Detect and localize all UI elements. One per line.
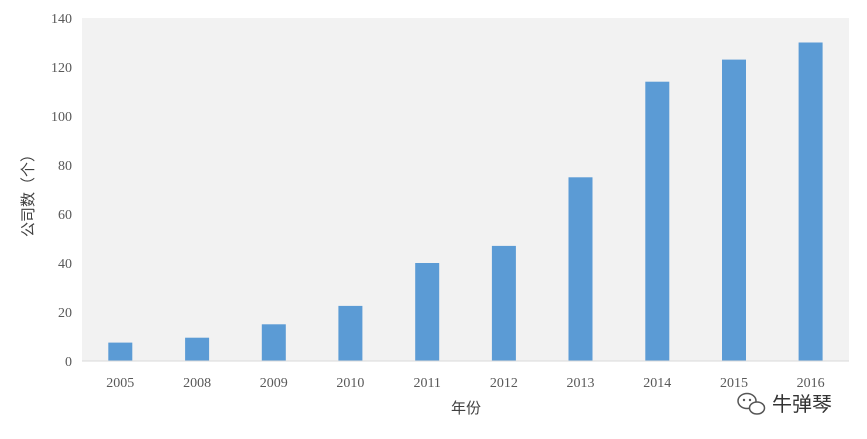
x-tick-label: 2008 — [183, 376, 211, 391]
bar-2014 — [645, 81, 670, 361]
y-tick-label: 0 — [65, 355, 72, 370]
y-tick-label: 140 — [51, 12, 72, 27]
bar-2015 — [722, 59, 746, 361]
bar-2011 — [415, 263, 440, 361]
x-tick-label: 2016 — [797, 376, 825, 391]
bars-group — [108, 42, 823, 362]
bar-2012 — [491, 245, 516, 361]
bar-2009 — [261, 324, 286, 362]
y-tick-label: 100 — [51, 110, 72, 125]
y-tick-labels: 0 20 40 60 80 100 120 140 — [51, 12, 72, 370]
bar-2010 — [338, 305, 363, 361]
bar-2013 — [568, 177, 593, 362]
y-tick-label: 20 — [58, 306, 72, 321]
x-tick-label: 2010 — [336, 376, 364, 391]
y-tick-label: 120 — [51, 61, 72, 76]
bar-2016 — [798, 42, 823, 361]
x-tick-labels: 2005 2008 2009 2010 2011 2012 2013 2014 2015 2016 — [106, 376, 824, 391]
watermark-text: 牛弹琴 — [772, 392, 832, 416]
bar-2005 — [108, 342, 133, 361]
y-axis-title: 公司数（个） — [19, 147, 37, 237]
bar-2008 — [185, 337, 210, 361]
x-tick-label: 2012 — [490, 376, 518, 391]
x-tick-label: 2011 — [413, 376, 440, 391]
y-tick-label: 60 — [58, 208, 72, 223]
x-tick-label: 2009 — [260, 376, 288, 391]
y-tick-label: 40 — [58, 257, 72, 272]
wechat-icon — [737, 392, 766, 415]
y-tick-label: 80 — [58, 159, 72, 174]
x-tick-label: 2015 — [720, 376, 748, 391]
watermark: 牛弹琴 — [737, 392, 832, 416]
x-tick-label: 2013 — [567, 376, 595, 391]
x-axis-title: 年份 — [451, 399, 481, 417]
x-tick-label: 2014 — [643, 376, 671, 391]
x-tick-label: 2005 — [106, 376, 134, 391]
plot-area — [82, 18, 849, 361]
